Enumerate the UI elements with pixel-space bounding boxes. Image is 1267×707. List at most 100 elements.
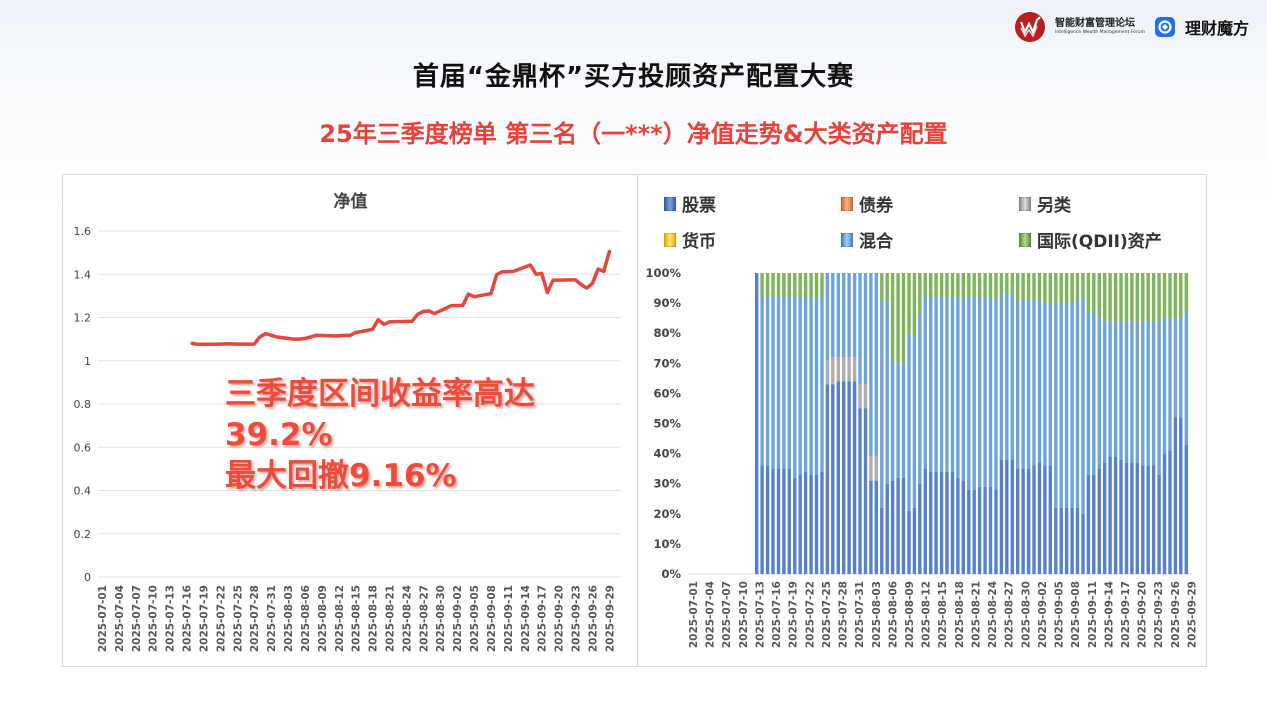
svg-text:0.4: 0.4	[74, 485, 92, 498]
svg-text:2025-09-14: 2025-09-14	[1103, 581, 1115, 648]
svg-text:70%: 70%	[653, 356, 681, 370]
svg-text:2025-08-03: 2025-08-03	[871, 581, 883, 648]
svg-text:2025-07-07: 2025-07-07	[131, 585, 143, 652]
svg-text:2025-07-28: 2025-07-28	[838, 581, 850, 648]
qdii-swatch-icon	[1019, 232, 1031, 247]
svg-text:2025-09-26: 2025-09-26	[587, 585, 599, 652]
svg-text:0%: 0%	[661, 567, 681, 581]
svg-text:2025-08-21: 2025-08-21	[385, 585, 397, 652]
svg-text:2025-09-11: 2025-09-11	[503, 585, 515, 652]
svg-text:2025-08-30: 2025-08-30	[435, 585, 447, 652]
svg-text:2025-09-17: 2025-09-17	[537, 585, 549, 652]
svg-text:2025-08-03: 2025-08-03	[283, 585, 295, 652]
legend-qdii: 国际(QDII)资产	[1019, 227, 1162, 252]
svg-text:2025-07-22: 2025-07-22	[215, 585, 227, 652]
svg-text:2025-08-18: 2025-08-18	[954, 581, 966, 648]
svg-text:2025-08-27: 2025-08-27	[418, 585, 430, 652]
svg-text:2025-08-15: 2025-08-15	[937, 581, 949, 648]
svg-text:2025-09-17: 2025-09-17	[1120, 581, 1132, 648]
svg-text:2025-09-08: 2025-09-08	[486, 585, 498, 652]
svg-text:2025-07-22: 2025-07-22	[804, 581, 816, 648]
svg-text:0: 0	[84, 571, 91, 584]
svg-text:2025-08-06: 2025-08-06	[887, 581, 899, 648]
legend-mixed: 混合	[841, 227, 893, 252]
svg-text:0.8: 0.8	[74, 398, 92, 411]
svg-text:1.6: 1.6	[74, 225, 92, 238]
svg-text:2025-08-24: 2025-08-24	[987, 581, 999, 648]
stock-swatch-icon	[664, 196, 676, 211]
svg-text:2025-09-05: 2025-09-05	[1054, 581, 1066, 648]
partner-name: 理财魔方	[1184, 19, 1249, 38]
svg-text:2025-08-12: 2025-08-12	[334, 585, 346, 652]
legend-stock: 股票	[664, 191, 716, 216]
partner-logo-icon	[1154, 17, 1175, 37]
svg-text:2025-07-04: 2025-07-04	[705, 581, 717, 648]
svg-text:2025-07-07: 2025-07-07	[721, 581, 733, 648]
page-title: 首届“金鼎杯”买方投顾资产配置大赛	[412, 62, 855, 92]
svg-text:2025-09-23: 2025-09-23	[571, 585, 583, 652]
legend-cash: 货币	[664, 227, 716, 252]
bond-swatch-icon	[841, 196, 853, 211]
svg-text:10%: 10%	[653, 537, 681, 551]
svg-text:40%: 40%	[653, 447, 681, 461]
svg-text:2025-07-19: 2025-07-19	[198, 585, 210, 652]
svg-text:2025-08-15: 2025-08-15	[351, 585, 363, 652]
svg-text:60%: 60%	[653, 386, 681, 400]
svg-text:2025-09-20: 2025-09-20	[554, 585, 566, 652]
svg-text:1.2: 1.2	[74, 312, 92, 325]
callout-return-value: 39.2%	[225, 417, 333, 453]
svg-text:2025-07-19: 2025-07-19	[788, 581, 800, 648]
svg-text:2025-09-11: 2025-09-11	[1087, 581, 1099, 648]
svg-text:2025-09-14: 2025-09-14	[520, 585, 532, 652]
forum-name-en: Intelligence Wealth Management Forum	[1055, 29, 1145, 35]
svg-text:100%: 100%	[645, 266, 681, 280]
nav-line-chart: 0 0.2 0.4 0.6 0.8 1 1.2 1.4 1.6 2025-07-01 2025-07…	[74, 225, 621, 652]
svg-text:2025-09-20: 2025-09-20	[1137, 581, 1149, 648]
svg-text:2025-07-10: 2025-07-10	[738, 581, 750, 648]
allocation-stacked-bar-chart: 0% 10% 20% 30% 40% 50% 60% 70% 80% 90% 100% 2025-07…	[645, 266, 1198, 648]
svg-text:2025-07-13: 2025-07-13	[165, 585, 177, 652]
nav-chart-title: 净值	[333, 192, 368, 212]
performance-callout: 三季度区间收益率高达 39.2% 最大回撤9.16%	[225, 374, 535, 497]
svg-text:0.2: 0.2	[74, 528, 92, 541]
svg-text:2025-09-08: 2025-09-08	[1070, 581, 1082, 648]
legend-bond: 债券	[841, 191, 893, 216]
cash-swatch-icon	[664, 232, 676, 247]
svg-text:2025-07-16: 2025-07-16	[182, 585, 194, 652]
svg-text:2025-07-01: 2025-07-01	[688, 581, 700, 648]
svg-text:2025-09-26: 2025-09-26	[1170, 581, 1182, 648]
svg-text:2025-09-29: 2025-09-29	[604, 585, 616, 652]
svg-text:1: 1	[84, 355, 91, 368]
svg-text:1.4: 1.4	[74, 268, 92, 281]
svg-text:20%: 20%	[653, 507, 681, 521]
svg-text:2025-07-31: 2025-07-31	[266, 585, 278, 652]
svg-text:2025-07-04: 2025-07-04	[114, 585, 126, 652]
svg-text:2025-09-02: 2025-09-02	[452, 585, 464, 652]
svg-text:2025-09-23: 2025-09-23	[1153, 581, 1165, 648]
svg-text:2025-08-18: 2025-08-18	[368, 585, 380, 652]
svg-text:2025-09-29: 2025-09-29	[1186, 581, 1198, 648]
legend-alt: 另类	[1019, 191, 1071, 216]
svg-text:2025-07-01: 2025-07-01	[97, 585, 109, 652]
alt-swatch-icon	[1019, 196, 1031, 211]
svg-text:80%: 80%	[653, 326, 681, 340]
callout-drawdown: 最大回撤9.16%	[225, 458, 457, 494]
svg-text:30%: 30%	[653, 477, 681, 491]
svg-text:2025-08-09: 2025-08-09	[317, 585, 329, 652]
svg-text:2025-08-12: 2025-08-12	[921, 581, 933, 648]
svg-text:50%: 50%	[653, 417, 681, 431]
svg-text:2025-08-06: 2025-08-06	[300, 585, 312, 652]
svg-text:2025-07-10: 2025-07-10	[148, 585, 160, 652]
svg-text:2025-07-31: 2025-07-31	[854, 581, 866, 648]
svg-text:2025-07-16: 2025-07-16	[771, 581, 783, 648]
svg-text:2025-07-28: 2025-07-28	[249, 585, 261, 652]
svg-text:2025-07-25: 2025-07-25	[232, 585, 244, 652]
nav-chart-panel: 净值 0 0.2 0.4 0.6 0.8 1 1.2 1.4 1.6 2025-07-01 2025…	[62, 174, 639, 667]
svg-text:2025-08-30: 2025-08-30	[1020, 581, 1032, 648]
svg-text:90%: 90%	[653, 296, 681, 310]
svg-text:2025-08-09: 2025-08-09	[904, 581, 916, 648]
svg-text:2025-07-25: 2025-07-25	[821, 581, 833, 648]
svg-text:2025-08-24: 2025-08-24	[401, 585, 413, 652]
allocation-chart-panel: 股票 债券 另类 货币 混合 国际(QDII)资产 0% 10% 20% 30% 40%…	[637, 174, 1207, 667]
forum-name-cn: 智能财富管理论坛	[1055, 17, 1136, 29]
